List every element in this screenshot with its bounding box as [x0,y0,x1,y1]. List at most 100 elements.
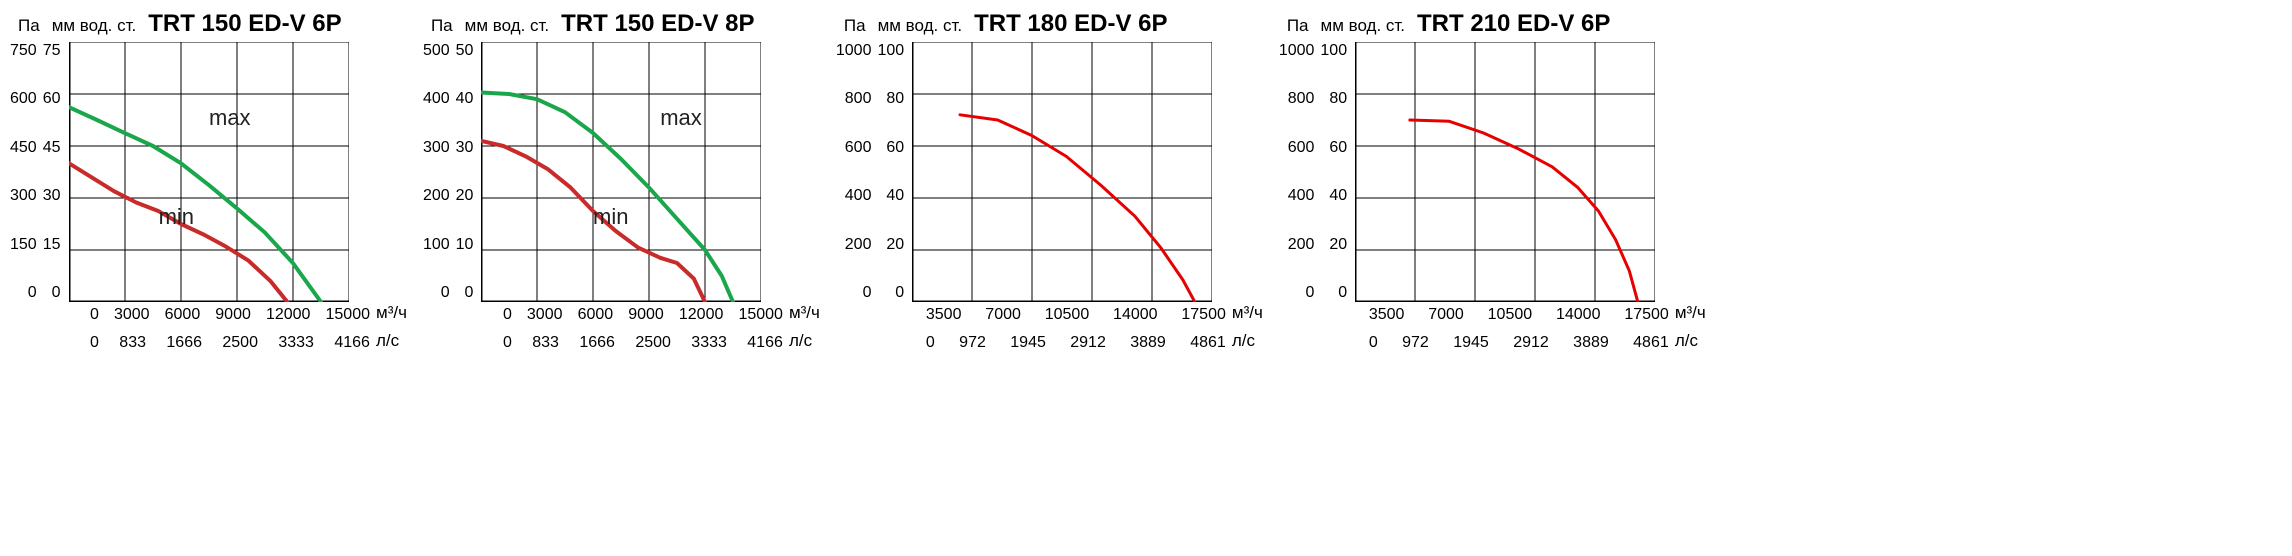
ytick-pa: 300 [10,187,37,205]
ytick-pa: 1000 [1279,42,1315,60]
x-unit: м³/ч [789,303,820,323]
ytick-mm: 15 [43,236,61,254]
ytick-col-pa: 7506004503001500 [10,42,43,302]
xtick: 4861 [1633,334,1669,352]
annotation-min: min [158,204,193,229]
series-max [69,107,321,302]
ytick-mm: 0 [52,284,61,302]
plot-wrap: 500400300200100050403020100maxmin [423,42,820,302]
y-unit-mm: мм вод. ст. [52,16,137,36]
xtick: 4166 [334,334,370,352]
chart-title: TRT 150 ED-V 8P [561,10,754,38]
xtick: 7000 [985,306,1021,324]
xtick: 0 [503,334,512,352]
chart-panel: Памм вод. ст.TRT 150 ED-V 8P500400300200… [423,10,820,352]
x-unit: м³/ч [376,303,407,323]
ytick-mm: 20 [456,187,474,205]
xtick: 14000 [1556,306,1601,324]
plot-wrap: 750600450300150075604530150maxmin [10,42,407,302]
ytick-col-mm: 50403020100 [456,42,482,302]
xtick: 1945 [1453,334,1489,352]
y-unit-pa: Па [431,16,453,36]
chart-header: Памм вод. ст.TRT 150 ED-V 8P [431,10,820,38]
xtick: 972 [1402,334,1429,352]
xrow-m3h-ticks: 35007000105001400017500 [1369,306,1669,324]
ytick-mm: 100 [877,42,904,60]
xtick: 6000 [578,306,614,324]
xtick: 3333 [691,334,727,352]
xrow-ls: 09721945291238894861л/с [836,330,1263,352]
ytick-pa: 1000 [836,42,872,60]
ytick-pa: 500 [423,42,450,60]
ytick-pa: 200 [423,187,450,205]
xrow-ls-ticks: 08331666250033334166 [503,334,783,352]
ytick-mm: 80 [1329,90,1347,108]
xtick: 2912 [1513,334,1549,352]
chart-title: TRT 180 ED-V 6P [974,10,1167,38]
xrow-m3h: 03000600090001200015000м³/ч [423,302,820,324]
ytick-mm: 40 [456,90,474,108]
xrow-m3h-ticks: 35007000105001400017500 [926,306,1226,324]
xtick: 9000 [628,306,664,324]
plot-svg [912,42,1212,302]
ytick-pa: 750 [10,42,37,60]
xtick: 3889 [1573,334,1609,352]
plot-svg: maxmin [69,42,349,302]
ytick-pa: 400 [423,90,450,108]
xtick: 833 [119,334,146,352]
ytick-mm: 60 [43,90,61,108]
annotation-max: max [661,105,703,130]
ytick-mm: 60 [1329,139,1347,157]
xrow-ls-ticks: 09721945291238894861 [926,334,1226,352]
ytick-mm: 30 [456,139,474,157]
xrow-m3h-ticks: 03000600090001200015000 [90,306,370,324]
ytick-mm: 0 [465,284,474,302]
xrow-m3h-ticks: 03000600090001200015000 [503,306,783,324]
chart-header: Па мм вод. ст. TRT 210 ED-V 6P [1287,10,1706,38]
plot-wrap: 10008006004002000100806040200 [1279,42,1706,302]
ytick-pa: 800 [845,90,872,108]
chart-panel: Па мм вод. ст. TRT 210 ED-V 6P 100080060040… [1279,10,1706,352]
ytick-col-pa: 10008006004002000 [1279,42,1321,302]
xtick: 15000 [326,306,371,324]
xtick: 972 [959,334,986,352]
xtick: 9000 [215,306,251,324]
series-min [69,163,287,302]
annotation-min: min [593,204,628,229]
ytick-pa: 400 [1288,187,1315,205]
series-curve [960,115,1195,302]
xtick: 2500 [222,334,258,352]
charts-row: Памм вод. ст.TRT 150 ED-V 6P750600450300… [10,10,2282,352]
xtick: 14000 [1113,306,1158,324]
xtick: 0 [1369,334,1378,352]
xtick: 3889 [1130,334,1166,352]
xrow-ls: 08331666250033334166л/с [423,330,820,352]
xrow-ls-ticks: 0 972 1945 2912 3889 4861 [1369,334,1669,352]
y-unit-mm: мм вод. ст. [1321,16,1406,36]
xrow-ls-ticks: 08331666250033334166 [90,334,370,352]
ytick-pa: 450 [10,139,37,157]
x-unit: л/с [376,331,399,351]
ytick-mm: 20 [1329,236,1347,254]
chart-title: TRT 210 ED-V 6P [1417,10,1610,38]
xtick: 7000 [1428,306,1464,324]
plot-svg [1355,42,1655,302]
y-unit-pa: Па [844,16,866,36]
plot-svg: max min [481,42,761,302]
ytick-pa: 600 [845,139,872,157]
plot-wrap: 10008006004002000100806040200 [836,42,1263,302]
y-unit-pa: Па [18,16,40,36]
y-unit-mm: мм вод. ст. [878,16,963,36]
xtick: 15000 [738,306,783,324]
x-unit: м³/ч [1675,303,1706,323]
ytick-mm: 30 [43,187,61,205]
xtick: 10500 [1045,306,1090,324]
xtick: 0 [90,306,99,324]
xtick: 17500 [1181,306,1226,324]
ytick-pa: 150 [10,236,37,254]
y-unit-pa: Па [1287,16,1309,36]
xtick: 3000 [114,306,150,324]
ytick-mm: 0 [895,284,904,302]
xtick: 4166 [747,334,783,352]
chart-title: TRT 150 ED-V 6P [148,10,341,38]
